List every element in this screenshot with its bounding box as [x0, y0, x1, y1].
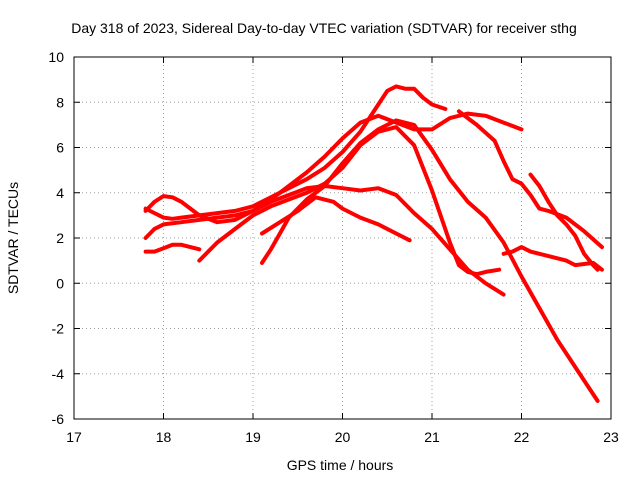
series-arc-4 — [143, 242, 202, 254]
y-tick-label: -6 — [52, 411, 65, 427]
y-tick-label: -4 — [52, 366, 65, 382]
y-tick-label: 10 — [48, 49, 64, 65]
x-tick-label: 17 — [66, 429, 82, 445]
series-arc-3 — [143, 184, 506, 297]
grid — [74, 57, 611, 419]
series-arc-7 — [260, 195, 412, 243]
series-arc-9 — [501, 245, 604, 272]
x-tick-label: 22 — [514, 429, 530, 445]
y-tick-label: 8 — [56, 94, 64, 110]
y-tick-label: 4 — [56, 185, 64, 201]
y-tick-label: 2 — [56, 230, 64, 246]
x-tick-label: 18 — [156, 429, 172, 445]
chart-title: Day 318 of 2023, Sidereal Day-to-day VTE… — [71, 20, 577, 36]
series-arc-8 — [456, 109, 604, 250]
y-tick-label: 0 — [56, 275, 64, 291]
x-axis-label: GPS time / hours — [287, 457, 394, 473]
x-tick-label: 19 — [245, 429, 261, 445]
series-arc-1 — [143, 84, 448, 221]
series-arc-6 — [260, 118, 600, 403]
x-tick-label: 20 — [335, 429, 351, 445]
x-axis-ticks: 17 18 19 20 21 22 23 — [66, 57, 619, 445]
x-tick-label: 23 — [603, 429, 619, 445]
x-tick-label: 21 — [424, 429, 440, 445]
data-series — [143, 84, 604, 403]
y-tick-label: -2 — [52, 321, 65, 337]
series-arc-5 — [197, 125, 502, 277]
y-tick-label: 6 — [56, 140, 64, 156]
y-axis-label: SDTVAR / TECUs — [5, 182, 21, 294]
series-arc-10 — [528, 172, 600, 272]
series-arc-2 — [143, 111, 524, 240]
y-axis-ticks: -6 -4 -2 0 2 4 6 8 10 — [48, 49, 611, 427]
